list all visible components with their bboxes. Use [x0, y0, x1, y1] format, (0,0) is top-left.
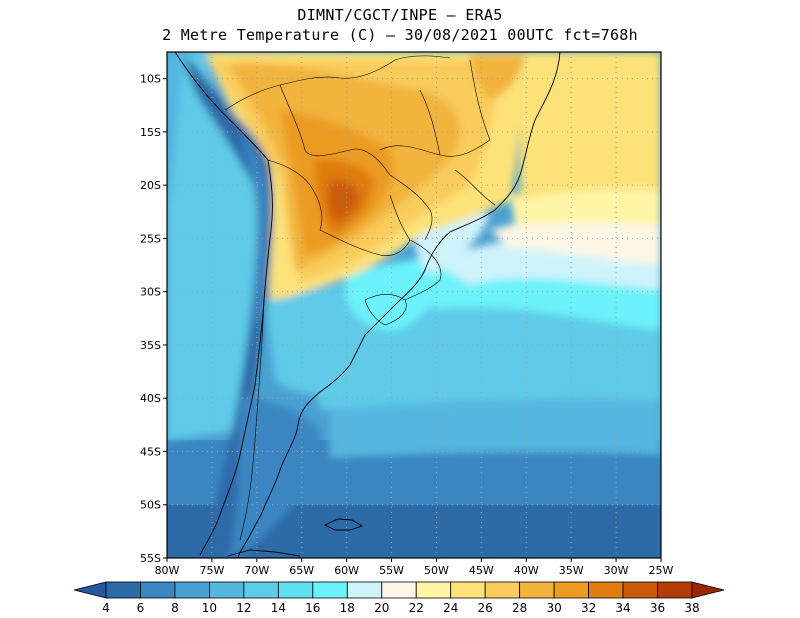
- lon-tick-label: 65W: [289, 564, 314, 577]
- colorbar-label: 12: [236, 601, 251, 615]
- colorbar-swatch: [588, 581, 624, 599]
- falkland-islands: [323, 518, 364, 531]
- field-atlantic-12c: [330, 389, 661, 458]
- colorbar-label: 10: [202, 601, 217, 615]
- border-bolivia-brazil: [279, 84, 391, 176]
- colorbar-label: 14: [271, 601, 286, 615]
- lon-tick-label: 75W: [199, 564, 224, 577]
- lat-tick-label: 20S: [140, 179, 161, 192]
- colorbar-swatch: [657, 581, 693, 599]
- colorbar-swatch: [243, 581, 279, 599]
- border-brazil-states-2: [419, 89, 441, 156]
- tierra-del-fuego: [227, 549, 301, 557]
- colorbar-label: 26: [478, 601, 493, 615]
- colorbar-swatch: [209, 581, 245, 599]
- border-brazil-states-4: [454, 169, 496, 206]
- colorbar-label: 32: [581, 601, 596, 615]
- lat-tick-label: 50S: [140, 499, 161, 512]
- lon-tick-label: 60W: [334, 564, 359, 577]
- lon-tick-label: 55W: [379, 564, 404, 577]
- colorbar-label: 22: [409, 601, 424, 615]
- border-peru-bolivia-brazil: [224, 55, 451, 111]
- colorbar-swatch: [553, 581, 589, 599]
- colorbar-swatch: [415, 581, 452, 599]
- colorbar-swatch: [484, 581, 521, 599]
- lat-tick-label: 25S: [140, 232, 161, 245]
- colorbar-swatch: [140, 581, 176, 599]
- colorbar-label: 38: [684, 601, 699, 615]
- latitude-axis: 10S 15S 20S 25S 30S 35S 40S 45S 50S 55S: [140, 73, 167, 565]
- colorbar-overflow-arrow: [691, 581, 725, 599]
- colorbar-swatch: [519, 581, 555, 599]
- title-line-2: 2 Metre Temperature (C) – 30/08/2021 00U…: [162, 26, 638, 44]
- colorbar-swatch: [622, 581, 658, 599]
- colorbar-label: 4: [102, 601, 110, 615]
- colorbar-label: 30: [546, 601, 561, 615]
- field-andes-8c: [240, 130, 268, 330]
- lon-tick-label: 50W: [424, 564, 449, 577]
- border-paraguay: [319, 194, 411, 256]
- colorbar-label: 36: [650, 601, 665, 615]
- colorbar: 4 6 8 10 12 14 16 18 20 22 24 26 28 30 32 34 36 38: [73, 581, 725, 615]
- colorbar-swatch: [105, 581, 141, 599]
- colorbar-label: 24: [443, 601, 458, 615]
- lon-tick-label: 45W: [469, 564, 494, 577]
- uruguay: [364, 293, 407, 326]
- border-brazil-states-3: [469, 59, 491, 141]
- colorbar-label: 16: [305, 601, 320, 615]
- field-northeast-28c: [470, 55, 525, 100]
- longitude-axis: 80W 75W 70W 65W 60W 55W 50W 45W 40W 35W 30W 25W: [155, 558, 674, 577]
- field-patagonia-8c: [230, 395, 320, 558]
- lon-tick-label: 70W: [244, 564, 269, 577]
- colorbar-label: 20: [374, 601, 389, 615]
- border-chile-argentina: [239, 299, 265, 541]
- lon-tick-label: 40W: [514, 564, 539, 577]
- atlantic-coastline: [237, 52, 561, 558]
- colorbar-swatch: [312, 581, 348, 599]
- colorbar-swatch: [277, 581, 314, 599]
- lat-tick-label: 45S: [140, 445, 161, 458]
- field-pacific-offshore: [167, 52, 185, 200]
- country-borders: [224, 55, 496, 541]
- field-andes-6c: [185, 55, 273, 558]
- title-line-1: DIMNT/CGCT/INPE – ERA5: [297, 6, 503, 24]
- field-chaco-34c: [327, 179, 360, 222]
- colorbar-swatch: [346, 581, 383, 599]
- lon-tick-label: 80W: [155, 564, 180, 577]
- border-bolivia-chile-argentina: [267, 159, 323, 231]
- colorbar-label: 8: [171, 601, 179, 615]
- lon-tick-label: 30W: [604, 564, 629, 577]
- map-frame: [166, 51, 662, 559]
- colorbar-label: 34: [615, 601, 630, 615]
- colorbar-swatch: [450, 581, 486, 599]
- colorbar-swatch: [174, 581, 210, 599]
- colorbar-underflow-arrow: [73, 581, 107, 599]
- colorbar-swatch: [381, 581, 417, 599]
- lon-tick-label: 35W: [559, 564, 584, 577]
- colorbar-label: 18: [340, 601, 355, 615]
- lat-tick-label: 30S: [140, 286, 161, 299]
- border-brazil-states-5: [389, 174, 433, 241]
- field-tropical-atlantic: [520, 52, 661, 200]
- colorbar-label: 6: [137, 601, 145, 615]
- colorbar-label: 28: [512, 601, 527, 615]
- lat-tick-label: 35S: [140, 339, 161, 352]
- lat-tick-label: 55S: [140, 552, 161, 565]
- lat-tick-label: 10S: [140, 73, 161, 86]
- border-argentina-brazil: [404, 239, 442, 301]
- lat-tick-label: 40S: [140, 392, 161, 405]
- lon-tick-label: 25W: [649, 564, 674, 577]
- lat-tick-label: 15S: [140, 126, 161, 139]
- temperature-field: [167, 52, 661, 558]
